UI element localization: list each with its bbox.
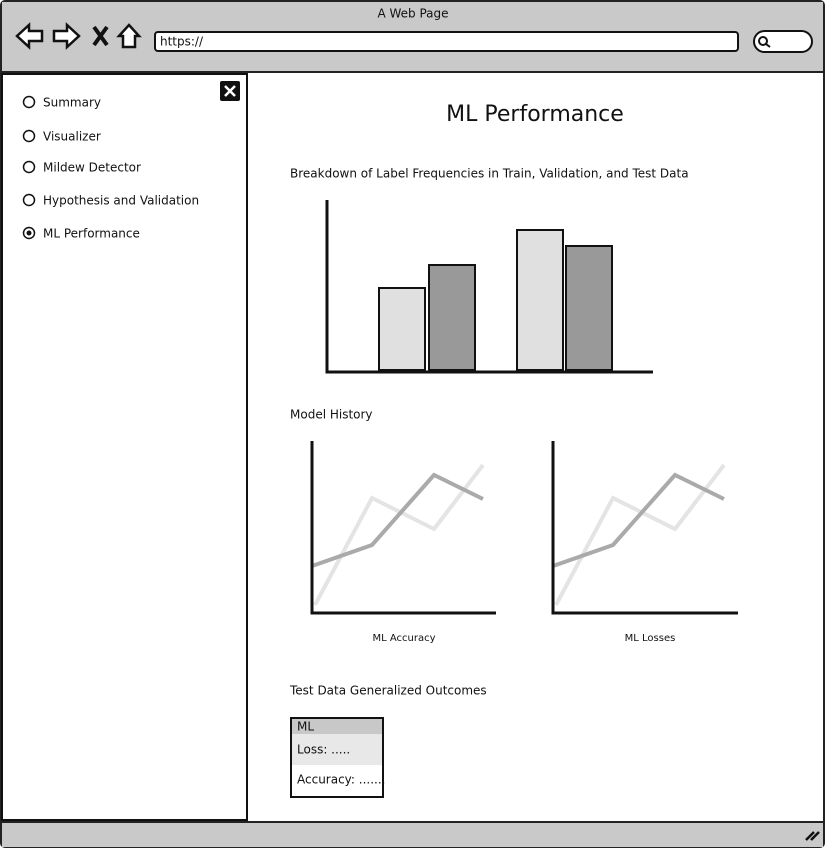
section-heading: Model History <box>290 408 373 422</box>
nav-label: Visualizer <box>43 130 101 144</box>
nav-label: ML Performance <box>43 227 140 241</box>
back-button[interactable] <box>15 22 44 50</box>
bar-chart-placeholder <box>325 200 653 374</box>
nav-item[interactable]: Visualizer <box>22 129 101 144</box>
line-chart-placeholder <box>551 441 738 615</box>
table-cell: Accuracy: ....... <box>297 773 385 787</box>
home-button[interactable] <box>116 23 142 49</box>
nav-list: Summary Visualizer Mildew Detector Hypothes… <box>22 95 200 241</box>
resize-grip <box>805 831 820 841</box>
nav-label: Summary <box>43 96 101 110</box>
section-heading: Test Data Generalized Outcomes <box>289 684 487 698</box>
nav-item[interactable]: ML Performance <box>22 227 140 241</box>
nav-item[interactable]: Mildew Detector <box>22 160 142 175</box>
outcomes-table: ML Loss: ..... Accuracy: ....... <box>290 717 385 798</box>
nav-item[interactable]: Summary <box>22 95 102 110</box>
line-chart-placeholder <box>310 441 496 615</box>
nav-item[interactable]: Hypothesis and Validation <box>22 193 200 208</box>
radio-button[interactable] <box>22 95 36 109</box>
sidebar <box>1 73 248 821</box>
url-text: https:// <box>160 35 204 49</box>
chart-caption: ML Losses <box>625 633 676 644</box>
radio-dot <box>26 230 32 236</box>
chart-caption: ML Accuracy <box>372 633 435 644</box>
stop-button[interactable] <box>92 25 109 47</box>
page-title: ML Performance <box>446 102 624 127</box>
url-bar[interactable] <box>154 31 739 52</box>
status-bar <box>2 822 823 847</box>
radio-button[interactable] <box>22 193 36 207</box>
section-heading: Breakdown of Label Frequencies in Train,… <box>290 167 689 181</box>
nav-label: Hypothesis and Validation <box>43 194 199 208</box>
table-header: ML <box>297 720 314 734</box>
radio-button[interactable] <box>22 160 36 174</box>
table-cell: Loss: ..... <box>297 743 350 757</box>
window-title: A Web Page <box>377 7 448 21</box>
search-box[interactable] <box>753 30 813 53</box>
radio-button[interactable] <box>22 129 36 143</box>
nav-label: Mildew Detector <box>43 161 141 175</box>
forward-button[interactable] <box>52 22 81 50</box>
